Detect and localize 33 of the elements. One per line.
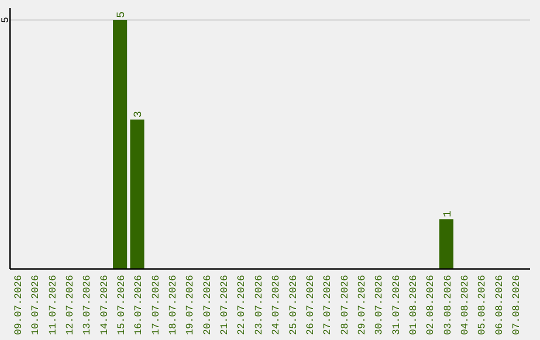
x-tick-label: 28.07.2026 bbox=[340, 275, 352, 336]
x-tick-label: 18.07.2026 bbox=[168, 275, 180, 336]
data-label: 1 bbox=[442, 210, 454, 218]
x-tick-label: 10.07.2026 bbox=[31, 275, 42, 336]
x-tick-label: 12.07.2026 bbox=[66, 275, 77, 336]
x-tick-label: 17.07.2026 bbox=[151, 275, 162, 336]
x-tick-label: 22.07.2026 bbox=[237, 275, 248, 336]
data-label: 3 bbox=[133, 110, 146, 118]
x-tick-label: 25.07.2026 bbox=[288, 275, 300, 336]
x-tick-label: 11.07.2026 bbox=[48, 275, 60, 336]
x-tick-label: 15.07.2026 bbox=[117, 275, 128, 336]
x-tick-label: 14.07.2026 bbox=[100, 275, 111, 336]
x-tick-label: 26.07.2026 bbox=[306, 275, 317, 336]
x-tick-label: 27.07.2026 bbox=[323, 275, 334, 336]
x-tick-label: 24.07.2026 bbox=[272, 275, 283, 336]
x-tick-label: 05.08.2026 bbox=[478, 275, 489, 336]
x-tick-label: 13.07.2026 bbox=[82, 275, 94, 336]
x-tick-label: 01.08.2026 bbox=[408, 275, 420, 336]
x-tick-label: 23.07.2026 bbox=[254, 275, 266, 336]
x-tick-label: 02.08.2026 bbox=[426, 275, 438, 336]
x-tick-label: 21.07.2026 bbox=[220, 275, 232, 336]
x-tick-label: 04.08.2026 bbox=[460, 275, 472, 336]
x-tick-label: 09.07.2026 bbox=[14, 275, 26, 336]
x-tick-label: 19.07.2026 bbox=[186, 275, 197, 336]
x-tick-label: 30.07.2026 bbox=[374, 275, 386, 336]
x-tick-label: 29.07.2026 bbox=[357, 275, 368, 336]
x-tick-label: 20.07.2026 bbox=[202, 275, 214, 336]
x-tick-label: 03.08.2026 bbox=[443, 275, 454, 336]
x-tick-label: 07.08.2026 bbox=[512, 275, 523, 336]
data-label: 5 bbox=[116, 11, 128, 18]
x-tick-label: 06.08.2026 bbox=[494, 275, 506, 336]
x-tick-label: 31.07.2026 bbox=[392, 275, 403, 336]
x-tick-label: 16.07.2026 bbox=[134, 275, 146, 336]
